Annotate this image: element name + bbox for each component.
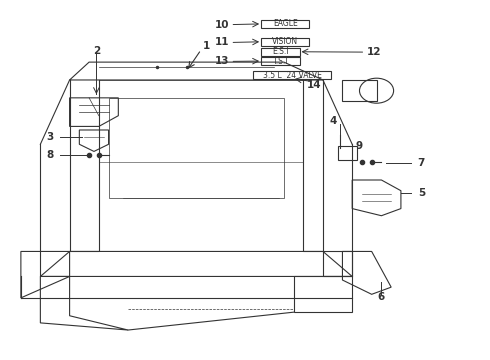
Text: 3: 3: [47, 132, 54, 142]
Text: VISION: VISION: [272, 37, 298, 46]
Text: 4: 4: [329, 116, 337, 126]
Text: 7: 7: [417, 158, 425, 168]
Text: 9: 9: [356, 141, 363, 151]
Text: 1: 1: [202, 41, 210, 51]
Text: 8: 8: [47, 150, 54, 160]
Text: 11: 11: [214, 37, 229, 48]
Text: T.S.I: T.S.I: [272, 57, 288, 66]
Text: EAGLE: EAGLE: [273, 19, 297, 28]
Text: 14: 14: [306, 80, 321, 90]
Text: E.S.I: E.S.I: [272, 47, 289, 56]
Text: 13: 13: [214, 57, 229, 66]
Text: 6: 6: [378, 292, 385, 302]
Text: 10: 10: [214, 19, 229, 30]
Text: 2: 2: [93, 46, 100, 56]
Text: 3.5 L  24 VALVE: 3.5 L 24 VALVE: [263, 71, 321, 80]
Text: 12: 12: [367, 47, 381, 57]
Text: 5: 5: [418, 188, 425, 198]
